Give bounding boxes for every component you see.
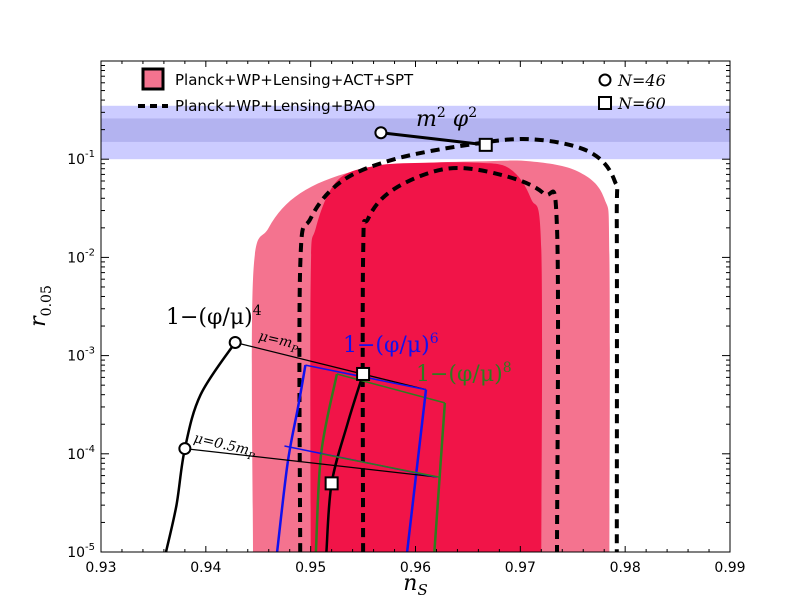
y-tick-label: 10-3 <box>67 346 95 365</box>
annotation-m2phi2: m2 φ2 <box>416 105 477 132</box>
legend2-marker-n60 <box>598 96 612 110</box>
plot-area <box>101 105 730 552</box>
mu-mp-connector-green <box>336 373 446 404</box>
r-band-inner <box>101 118 730 142</box>
x-tick-label: 0.99 <box>714 560 745 576</box>
x-tick-label: 0.97 <box>505 560 536 576</box>
marker-n60-2 <box>324 476 339 491</box>
phi8-right-branch <box>433 402 447 552</box>
legend-label-act-spt: Planck+WP+Lensing+ACT+SPT <box>175 71 414 89</box>
axis-ticks: 0.93 0.94 0.95 0.96 0.97 0.98 0.99 10-5 10-4 10-3… <box>67 61 746 576</box>
annotation-phi4: 1−(φ/μ)4 <box>166 303 262 330</box>
legend2-label-n46: N=46 <box>617 71 666 90</box>
y-tick-label: 10-4 <box>67 444 95 463</box>
y-tick-label: 10-5 <box>67 542 95 561</box>
x-tick-label: 0.96 <box>400 560 431 576</box>
annotation-phi8: 1−(φ/μ)8 <box>416 360 512 387</box>
y-tick-label: 10-2 <box>67 247 95 266</box>
overlay-annotations: nSr0.05Planck+WP+Lensing+ACT+SPTPlanck+W… <box>26 67 666 599</box>
contour-inner-filled <box>310 162 543 552</box>
marker-n60-0 <box>478 137 493 152</box>
legend-label-bao: Planck+WP+Lensing+BAO <box>175 97 375 115</box>
phi6-right-branch <box>405 389 428 552</box>
series-m2phi2 <box>380 131 486 147</box>
legend2-label-n60: N=60 <box>617 94 666 113</box>
series-phi6 <box>275 364 307 552</box>
x-tick-label: 0.94 <box>190 560 221 576</box>
marker-n46-2 <box>178 442 192 456</box>
y-tick-label: 10-1 <box>67 149 95 168</box>
marker-n46-0 <box>374 126 388 140</box>
mu-half-connector-green <box>321 453 439 478</box>
marker-n60-1 <box>356 366 371 381</box>
legend2-marker-n46 <box>598 73 612 87</box>
mu-half-connector-black <box>184 447 437 478</box>
annotation-phi6: 1−(φ/μ)6 <box>343 331 439 358</box>
x-tick-label: 0.95 <box>295 560 326 576</box>
x-tick-label: 0.98 <box>610 560 641 576</box>
legend-swatch-act-spt <box>141 67 165 91</box>
marker-n46-1 <box>228 335 242 349</box>
dashed-contour-outer <box>297 136 620 552</box>
x-tick-label: 0.93 <box>85 560 116 576</box>
mu-mp-connector-black <box>235 341 427 391</box>
